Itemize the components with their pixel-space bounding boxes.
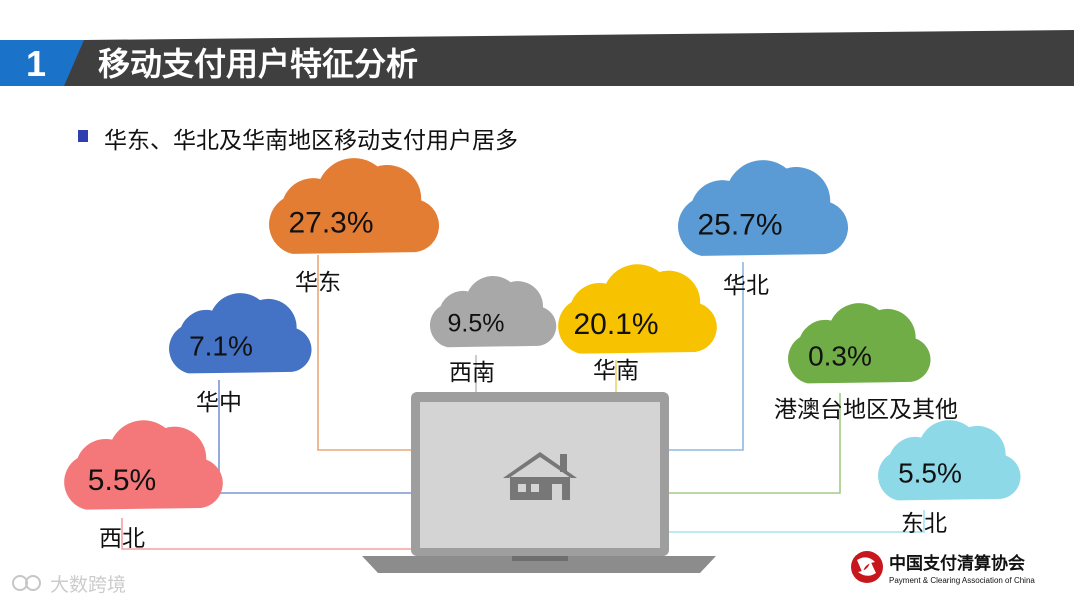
- org-logo: 中国支付清算协会 Payment & Clearing Association …: [851, 551, 1035, 585]
- category-label: 东北: [901, 511, 947, 537]
- cloud-mark: 9.5% 西南: [429, 276, 557, 386]
- category-label: 港澳台地区及其他: [774, 397, 958, 423]
- cloud-shape: [429, 276, 557, 348]
- page-title: 移动支付用户特征分析: [98, 45, 418, 83]
- title-bar-bg: [64, 30, 1074, 86]
- connector-line: [669, 510, 925, 533]
- cloud-mark: 7.1% 华中: [169, 293, 312, 416]
- bullet-icon: [78, 130, 88, 142]
- cloud-marks: 27.3%华东25.7%华北20.1%华南9.5%西南7.1%华中5.5%西北5…: [64, 158, 1021, 552]
- watermark-text: 大数跨境: [50, 574, 126, 596]
- cloud-mark: 20.1% 华南: [558, 264, 717, 384]
- cloud-mark: 0.3% 港澳台地区及其他: [774, 303, 958, 423]
- cloud-mark: 27.3% 华东: [269, 158, 440, 296]
- category-label: 华南: [593, 358, 639, 384]
- connector-line: [669, 393, 841, 494]
- laptop-notch: [512, 556, 568, 561]
- category-label: 华北: [723, 273, 769, 299]
- laptop-illustration: [362, 392, 716, 573]
- connector-lines: [121, 255, 925, 550]
- data-label: 20.1%: [573, 308, 658, 341]
- connector-line: [317, 255, 411, 451]
- data-label: 25.7%: [697, 209, 782, 242]
- cloud-shape: [788, 303, 931, 384]
- laptop-base: [362, 556, 716, 573]
- cloud-shape: [678, 160, 849, 256]
- category-label: 华中: [196, 390, 242, 416]
- watermark: 大数跨境: [12, 574, 126, 596]
- house-icon: [503, 452, 577, 500]
- cloud-mark: 25.7% 华北: [678, 160, 849, 299]
- data-label: 9.5%: [448, 309, 505, 337]
- category-label: 华东: [295, 270, 341, 296]
- cloud-shape: [64, 420, 223, 510]
- category-label: 西南: [449, 360, 495, 386]
- data-label: 27.3%: [288, 207, 373, 240]
- cloud-mark: 5.5% 西北: [64, 420, 223, 552]
- cloud-shape: [169, 293, 312, 374]
- header-banner: 1 移动支付用户特征分析: [0, 30, 1074, 86]
- section-number: 1: [26, 43, 46, 84]
- cloud-shape: [558, 264, 717, 354]
- data-label: 0.3%: [808, 341, 872, 372]
- data-label: 5.5%: [898, 458, 962, 489]
- connector-line: [121, 518, 411, 550]
- data-label: 5.5%: [88, 464, 156, 497]
- watermark-icon: [12, 575, 28, 591]
- org-logo-icon: [851, 551, 883, 583]
- cloud-shape: [878, 420, 1021, 501]
- org-name-en: Payment & Clearing Association of China: [889, 576, 1035, 585]
- subtitle: 华东、华北及华南地区移动支付用户居多: [104, 128, 518, 154]
- cloud-shape: [269, 158, 440, 254]
- connector-line: [218, 380, 411, 494]
- org-name: 中国支付清算协会: [889, 553, 1025, 574]
- laptop-screen: [420, 402, 660, 548]
- data-label: 7.1%: [189, 331, 253, 362]
- category-label: 西北: [99, 526, 145, 552]
- cloud-mark: 5.5% 东北: [878, 420, 1021, 537]
- connector-line: [669, 262, 744, 451]
